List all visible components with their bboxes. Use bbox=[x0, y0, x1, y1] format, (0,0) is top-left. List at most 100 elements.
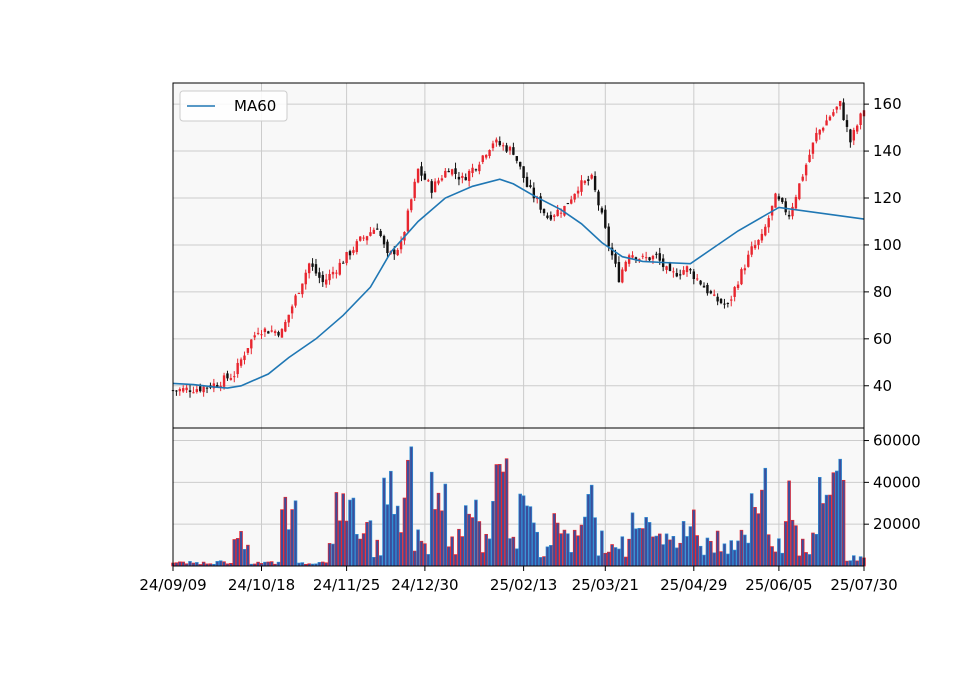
volume-bar bbox=[736, 540, 740, 567]
candle-body bbox=[702, 285, 706, 288]
volume-bar bbox=[368, 520, 373, 567]
candle-body bbox=[624, 261, 627, 271]
volume-bar bbox=[446, 546, 451, 567]
candle-body bbox=[229, 378, 233, 380]
candle-body bbox=[185, 387, 188, 391]
x-tick-label: 25/03/21 bbox=[572, 576, 639, 594]
volume-bar bbox=[603, 552, 608, 567]
candle-body bbox=[590, 174, 593, 179]
volume-bar bbox=[780, 552, 785, 567]
volume-bar bbox=[685, 536, 689, 567]
volume-bar bbox=[429, 471, 434, 567]
candle-body bbox=[713, 294, 716, 296]
candle-body bbox=[263, 328, 267, 333]
volume-bar bbox=[290, 509, 294, 567]
candle-body bbox=[607, 226, 610, 247]
volume-bar bbox=[378, 555, 383, 567]
candle-body bbox=[791, 206, 794, 217]
volume-bar bbox=[423, 543, 427, 567]
volume-bar bbox=[828, 494, 832, 567]
candle-body bbox=[253, 335, 256, 338]
volume-bar bbox=[256, 561, 260, 567]
volume-bar bbox=[501, 471, 505, 567]
candle-body bbox=[566, 203, 570, 205]
volume-bar bbox=[858, 556, 863, 567]
volume-bar bbox=[593, 517, 597, 567]
candle-body bbox=[849, 129, 852, 143]
candle-body bbox=[399, 240, 403, 250]
candle-body bbox=[641, 255, 644, 257]
candle-body bbox=[580, 180, 583, 192]
volume-bar bbox=[732, 549, 737, 567]
volume-bar bbox=[293, 500, 298, 567]
candle-body bbox=[335, 272, 338, 274]
volume-bar bbox=[280, 509, 284, 567]
legend-box bbox=[179, 90, 288, 122]
candle-body bbox=[838, 101, 842, 107]
volume-bar bbox=[385, 504, 390, 567]
volume-bar bbox=[436, 492, 441, 567]
volume-bar bbox=[712, 552, 716, 567]
volume-bar bbox=[246, 544, 250, 567]
volume-bar bbox=[702, 554, 706, 567]
volume-bar bbox=[440, 510, 444, 567]
volume-bar bbox=[688, 526, 693, 567]
x-tick-label: 24/10/18 bbox=[228, 576, 295, 594]
volume-bar bbox=[613, 547, 618, 567]
candle-body bbox=[859, 113, 862, 125]
candle-body bbox=[675, 273, 678, 277]
volume-bar bbox=[715, 530, 720, 567]
candle-body bbox=[743, 268, 747, 271]
price-y-tick-label: 80 bbox=[873, 283, 892, 301]
volume-bar bbox=[790, 519, 795, 567]
volume-bar bbox=[661, 544, 665, 567]
volume-bar bbox=[375, 539, 379, 567]
volume-bar bbox=[382, 477, 386, 567]
volume-bar bbox=[743, 534, 747, 567]
candle-body bbox=[539, 196, 542, 210]
candle-body bbox=[811, 142, 815, 154]
candle-body bbox=[828, 116, 832, 121]
candle-body bbox=[474, 169, 478, 171]
candle-body bbox=[559, 212, 563, 214]
volume-bar bbox=[753, 507, 757, 567]
volume-bar bbox=[783, 521, 788, 567]
candle-body bbox=[280, 329, 284, 338]
candle-body bbox=[341, 262, 345, 264]
candle-body bbox=[706, 284, 709, 294]
candle-body bbox=[593, 176, 597, 191]
candle-body bbox=[331, 271, 335, 275]
volume-bar bbox=[569, 552, 574, 567]
volume-bar bbox=[589, 484, 594, 567]
candle-body bbox=[818, 129, 821, 135]
candle-body bbox=[273, 331, 277, 334]
volume-bar bbox=[355, 534, 359, 567]
candle-body bbox=[604, 209, 607, 228]
volume-bar bbox=[218, 560, 223, 567]
candle-body bbox=[290, 306, 294, 314]
volume-bar bbox=[600, 530, 604, 567]
candle-body bbox=[226, 373, 229, 379]
candle-body bbox=[440, 178, 444, 181]
candle-body bbox=[328, 274, 331, 281]
candle-body bbox=[352, 250, 355, 253]
candle-body bbox=[447, 170, 450, 173]
volume-bar bbox=[321, 561, 325, 567]
candle-body bbox=[202, 386, 205, 393]
candle-body bbox=[804, 164, 808, 176]
candle-body bbox=[287, 314, 290, 323]
candle-body bbox=[794, 196, 798, 209]
candle-body bbox=[467, 170, 471, 181]
candle-body bbox=[621, 269, 624, 283]
candle-body bbox=[461, 175, 464, 178]
volume-bar bbox=[617, 548, 621, 567]
volume-bar bbox=[178, 561, 182, 567]
candle-body bbox=[454, 168, 457, 174]
volume-bar bbox=[477, 521, 482, 567]
volume-bar bbox=[729, 540, 733, 567]
volume-bar bbox=[800, 538, 805, 567]
volume-bar bbox=[511, 536, 516, 567]
volume-bar bbox=[852, 555, 856, 567]
volume-bar bbox=[671, 536, 676, 567]
